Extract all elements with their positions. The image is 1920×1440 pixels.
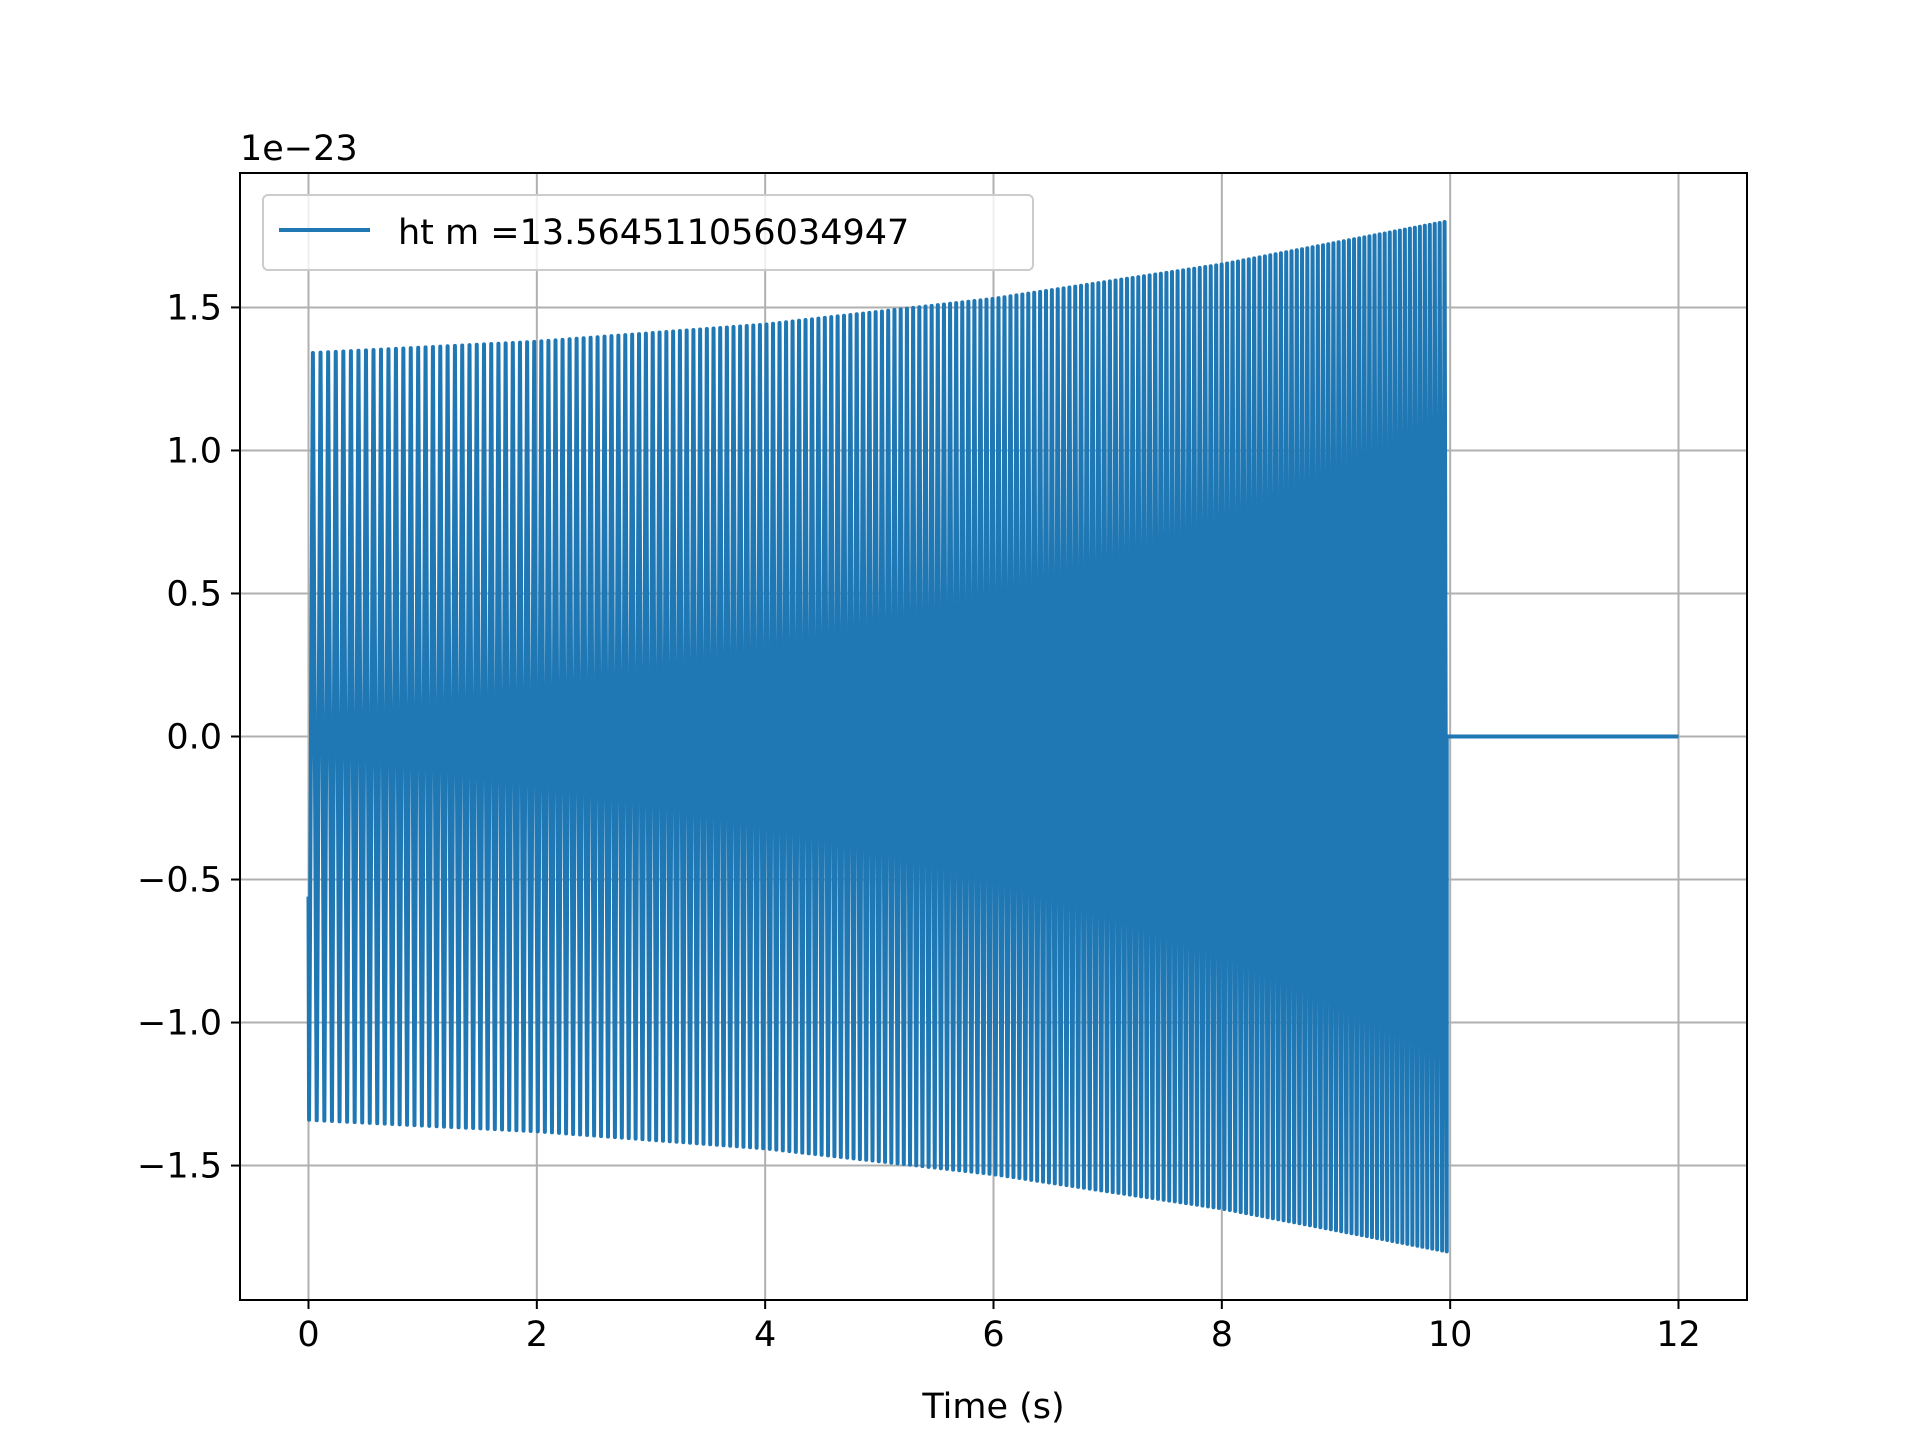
x-tick-label: 2 [526,1315,548,1355]
y-tick-label: −0.5 [137,861,222,901]
legend-label: ht m =13.564511056034947 [398,213,909,253]
y-tick-label: 1.0 [166,431,222,471]
x-tick-label: 6 [982,1315,1004,1355]
axis-ticks: 0 2 4 6 8 10 12 −1.5 −1.0 −0.5 0.0 0.5 1.0 1.5 [137,288,1701,1355]
x-tick-label: 12 [1656,1315,1701,1355]
y-tick-label: 0.0 [166,718,222,758]
x-tick-label: 10 [1428,1315,1473,1355]
legend: ht m =13.564511056034947 [262,194,1034,271]
y-tick-label: −1.0 [137,1004,222,1044]
plot-lines [306,220,1679,1254]
y-tick-label: 0.5 [166,574,222,614]
y-tick-label: −1.5 [137,1147,222,1187]
y-tick-label: 1.5 [166,288,222,328]
y-offset-label: 1e−23 [240,129,358,169]
x-tick-label: 8 [1211,1315,1233,1355]
x-tick-label: 4 [754,1315,776,1355]
series-line [306,220,1679,1254]
x-axis-label: Time (s) [921,1387,1064,1427]
x-tick-label: 0 [297,1315,319,1355]
legend-box [262,194,1034,271]
